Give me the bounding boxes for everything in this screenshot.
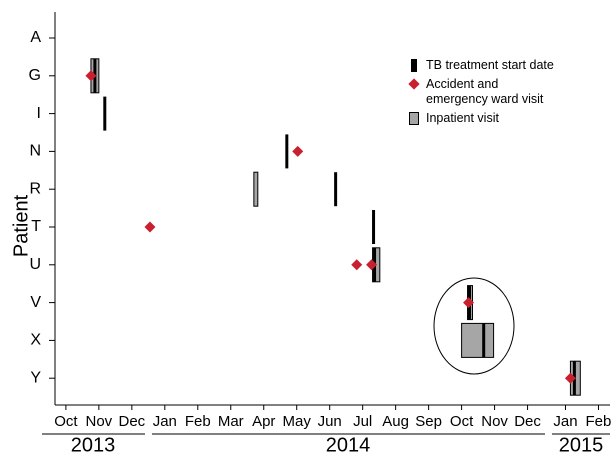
legend-item: Inpatient visit [408, 111, 598, 126]
y-tick-label: R [29, 180, 41, 197]
highlight-circle [433, 277, 515, 375]
legend-label: Inpatient visit [426, 111, 499, 125]
inpatient-box [253, 171, 259, 207]
legend-label: TB treatment start date [426, 58, 554, 72]
x-tick-label: Aug [382, 413, 409, 430]
legend-item: Accident and emergency ward visit [408, 77, 598, 107]
inpatient-box [461, 322, 495, 358]
legend-swatch [408, 58, 420, 73]
y-tick-label: G [29, 67, 41, 84]
y-tick-label: I [37, 105, 41, 122]
ae-visit [144, 221, 156, 233]
y-tick-label: A [30, 29, 41, 46]
x-tick-label: Jan [553, 413, 577, 430]
x-tick-label: Dec [118, 413, 145, 430]
ae-visit [463, 297, 475, 309]
x-tick-label: Jul [353, 413, 372, 430]
y-tick-label: X [30, 332, 41, 349]
ae-visit [85, 70, 97, 82]
x-tick-label: Oct [54, 413, 78, 430]
year-label: 2013 [71, 434, 116, 455]
legend: TB treatment start date Accident and emer… [408, 58, 598, 130]
ae-visit [292, 145, 304, 157]
legend-item: TB treatment start date [408, 58, 598, 73]
legend-swatch [408, 111, 420, 126]
x-tick-label: Nov [86, 413, 113, 430]
y-tick-label: N [29, 143, 41, 160]
x-tick-label: Apr [252, 413, 275, 430]
x-tick-label: Feb [185, 413, 211, 430]
x-tick-label: Sep [415, 413, 442, 430]
ae-visit [564, 372, 576, 384]
ae-visit [366, 259, 378, 271]
x-tick-label: Oct [450, 413, 474, 430]
y-tick-label: Y [30, 369, 41, 386]
ae-visit [351, 259, 363, 271]
y-tick-label: U [29, 256, 41, 273]
x-tick-label: Jun [318, 413, 342, 430]
y-tick-label: T [31, 218, 41, 235]
x-tick-label: Nov [481, 413, 508, 430]
y-tick-label: V [30, 294, 41, 311]
x-tick-label: May [283, 413, 312, 430]
year-label: 2015 [559, 434, 604, 455]
y-axis-label: Patient [10, 194, 32, 257]
legend-label: Accident and emergency ward visit [426, 77, 544, 106]
x-tick-label: Jan [153, 413, 177, 430]
x-tick-label: Feb [586, 413, 612, 430]
x-tick-label: Dec [514, 413, 541, 430]
year-label: 2014 [326, 434, 371, 455]
x-tick-label: Mar [218, 413, 244, 430]
legend-swatch [408, 77, 420, 92]
